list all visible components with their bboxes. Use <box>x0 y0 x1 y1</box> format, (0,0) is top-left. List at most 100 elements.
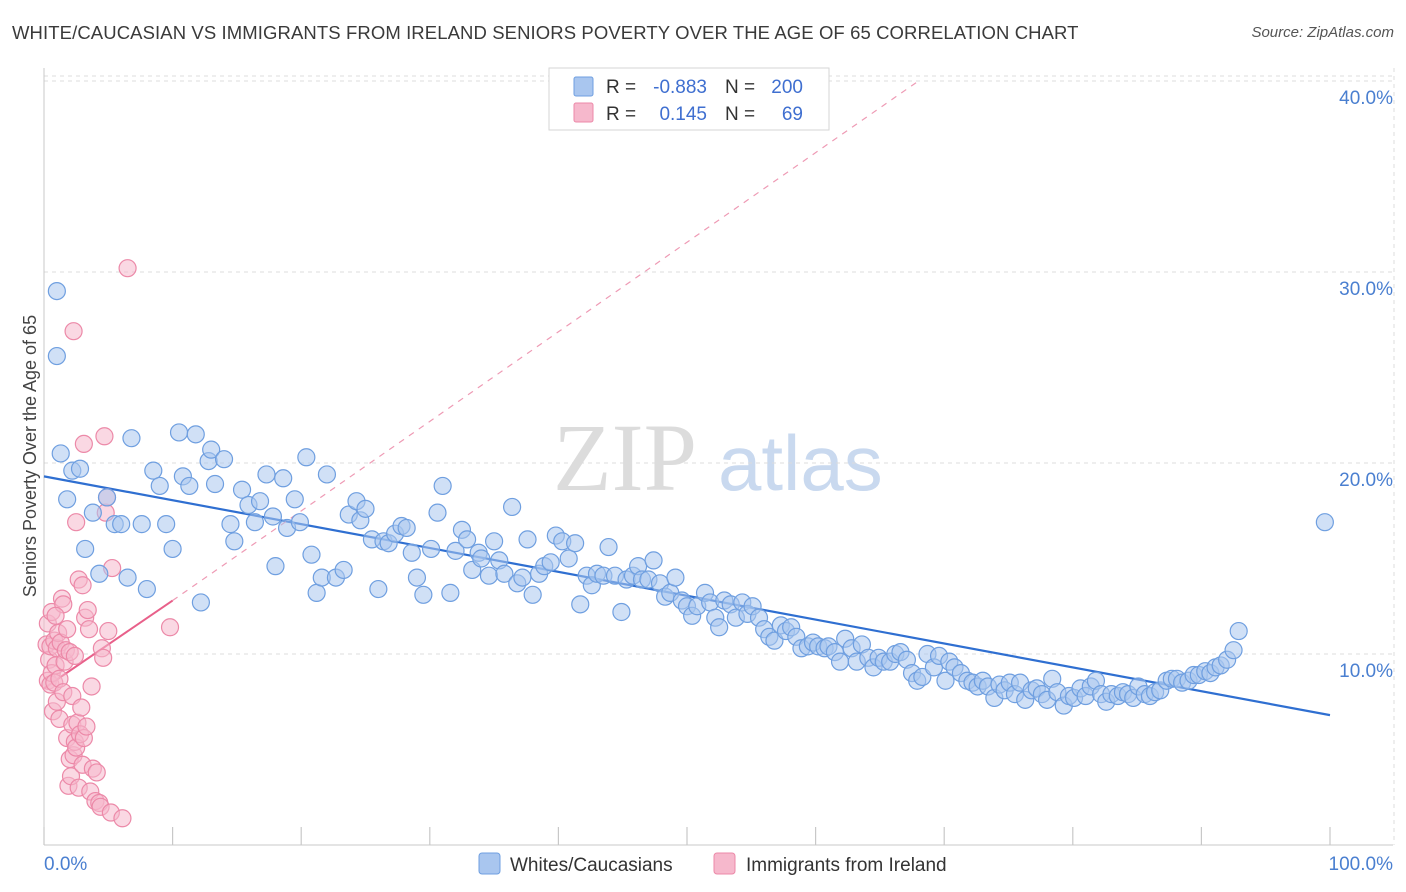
scatter-point-immigrants-from-ireland <box>73 576 92 595</box>
scatter-point-whites-caucasians <box>76 539 95 559</box>
scatter-point-whites-caucasians <box>202 440 221 459</box>
scatter-point-whites-caucasians <box>479 566 499 585</box>
scatter-point-whites-caucasians <box>518 530 537 549</box>
y-tick-label: 30.0% <box>1339 279 1393 300</box>
y-tick-label: 20.0% <box>1339 470 1393 491</box>
series-whites-caucasians <box>47 282 1334 715</box>
scatter-point-whites-caucasians <box>571 595 590 614</box>
legend-n-value: 69 <box>782 104 803 125</box>
bottom-legend: Whites/Caucasians Immigrants from Irelan… <box>478 852 947 876</box>
bottom-legend-label-blue: Whites/Caucasians <box>510 855 673 876</box>
scatter-point-whites-caucasians <box>433 476 452 496</box>
scatter-point-whites-caucasians <box>58 490 77 509</box>
scatter-point-whites-caucasians <box>83 503 102 522</box>
scatter-point-whites-caucasians <box>503 497 522 517</box>
scatter-point-whites-caucasians <box>191 593 210 612</box>
scatter-point-immigrants-from-ireland <box>72 698 91 717</box>
scatter-point-whites-caucasians <box>186 425 205 444</box>
scatter-point-whites-caucasians <box>257 465 276 484</box>
bottom-legend-swatch-pink <box>713 852 736 875</box>
scatter-point-immigrants-from-ireland <box>82 677 101 696</box>
scatter-point-immigrants-from-ireland <box>78 600 97 620</box>
scatter-point-whites-caucasians <box>666 568 685 587</box>
scatter-point-immigrants-from-ireland <box>113 809 132 828</box>
scatter-point-whites-caucasians <box>47 282 66 301</box>
scatter-point-whites-caucasians <box>97 488 117 507</box>
scatter-point-whites-caucasians <box>495 564 514 583</box>
scatter-point-immigrants-from-ireland <box>87 763 106 782</box>
legend-r-value: -0.883 <box>653 77 707 98</box>
scatter-point-whites-caucasians <box>599 537 618 557</box>
scatter-point-whites-caucasians <box>612 602 631 622</box>
scatter-point-whites-caucasians <box>402 543 421 562</box>
scatter-point-whites-caucasians <box>830 652 850 671</box>
scatter-point-whites-caucasians <box>205 474 225 494</box>
scatter-point-whites-caucasians <box>214 450 234 469</box>
scatter-point-whites-caucasians <box>307 583 326 602</box>
scatter-point-whites-caucasians <box>157 515 176 534</box>
scatter-point-whites-caucasians <box>232 480 252 499</box>
scatter-point-whites-caucasians <box>407 568 427 587</box>
scatter-point-whites-caucasians <box>513 568 532 587</box>
chart-title: WHITE/CAUCASIAN VS IMMIGRANTS FROM IRELA… <box>12 22 1079 43</box>
scatter-point-whites-caucasians <box>485 532 504 551</box>
scatter-point-whites-caucasians <box>369 579 388 599</box>
series-immigrants-from-ireland <box>37 259 180 828</box>
scatter-point-whites-caucasians <box>297 448 316 467</box>
scatter-point-whites-caucasians <box>144 461 163 480</box>
x-tick-label-max: 100.0% <box>1329 854 1394 875</box>
scatter-point-whites-caucasians <box>51 444 70 463</box>
scatter-point-whites-caucasians <box>441 583 460 602</box>
scatter-point-whites-caucasians <box>274 469 293 488</box>
scatter-point-immigrants-from-ireland <box>77 717 96 736</box>
y-tick-labels: 40.0% 30.0% 20.0% 10.0% <box>1339 88 1393 682</box>
scatter-point-whites-caucasians <box>334 560 353 580</box>
legend-r-label: R = <box>606 104 636 125</box>
watermark: ZIP atlas <box>553 404 883 511</box>
scatter-point-whites-caucasians <box>302 545 321 564</box>
watermark-zip: ZIP <box>553 404 697 511</box>
scatter-point-whites-caucasians <box>936 671 955 690</box>
y-axis-label: Seniors Poverty Over the Age of 65 <box>20 315 40 597</box>
scatter-point-whites-caucasians <box>225 532 244 551</box>
scatter-point-immigrants-from-ireland <box>65 646 84 666</box>
scatter-point-whites-caucasians <box>132 515 151 534</box>
scatter-point-whites-caucasians <box>1224 641 1243 660</box>
scatter-point-whites-caucasians <box>112 515 131 534</box>
scatter-point-whites-caucasians <box>710 618 729 637</box>
y-tick-label: 40.0% <box>1339 88 1393 109</box>
scatter-point-whites-caucasians <box>421 539 441 559</box>
scatter-point-whites-caucasians <box>457 530 477 549</box>
bottom-legend-swatch-blue <box>478 852 501 875</box>
scatter-point-whites-caucasians <box>137 579 156 599</box>
scatter-point-immigrants-from-ireland <box>64 322 83 341</box>
scatter-point-immigrants-from-ireland <box>118 259 137 278</box>
legend-swatch-blue <box>573 76 594 97</box>
scatter-point-whites-caucasians <box>428 503 447 522</box>
legend-r-value: 0.145 <box>659 104 707 125</box>
scatter-point-whites-caucasians <box>290 513 310 532</box>
legend-n-value: 200 <box>771 77 803 98</box>
scatter-point-whites-caucasians <box>397 518 416 538</box>
scatter-point-whites-caucasians <box>266 557 285 576</box>
trend-line-immigrants-from-ireland-extended <box>172 80 919 602</box>
source-label: Source: ZipAtlas.com <box>1251 24 1394 41</box>
scatter-point-whites-caucasians <box>1229 621 1248 641</box>
scatter-point-immigrants-from-ireland <box>46 606 65 625</box>
axes <box>43 68 1393 846</box>
scatter-point-immigrants-from-ireland <box>95 427 114 446</box>
legend-n-label: N = <box>725 77 755 98</box>
scatter-point-whites-caucasians <box>150 476 169 496</box>
scatter-point-immigrants-from-ireland <box>74 434 93 453</box>
scatter-point-immigrants-from-ireland <box>94 648 113 667</box>
scatter-point-whites-caucasians <box>523 585 542 604</box>
x-tick-label-min: 0.0% <box>44 854 87 875</box>
scatter-point-immigrants-from-ireland <box>99 621 118 641</box>
scatter-point-whites-caucasians <box>285 490 304 509</box>
legend-box <box>548 67 830 131</box>
scatter-point-immigrants-from-ireland <box>160 618 180 637</box>
scatter-point-whites-caucasians <box>180 476 199 496</box>
scatter-point-whites-caucasians <box>122 429 141 448</box>
scatter-point-whites-caucasians <box>644 551 663 570</box>
